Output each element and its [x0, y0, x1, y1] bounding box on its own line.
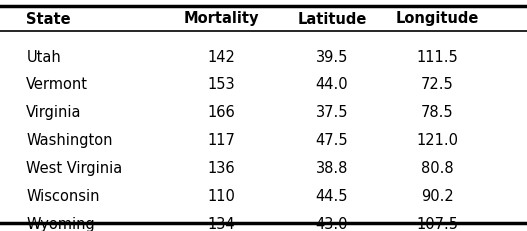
Text: 153: 153 [208, 77, 235, 92]
Text: 117: 117 [208, 133, 235, 148]
Text: 39.5: 39.5 [316, 49, 348, 64]
Text: 121.0: 121.0 [416, 133, 458, 148]
Text: 90.2: 90.2 [421, 189, 454, 204]
Text: Utah: Utah [26, 49, 61, 64]
Text: Mortality: Mortality [183, 12, 259, 26]
Text: State: State [26, 12, 71, 26]
Text: Wisconsin: Wisconsin [26, 189, 100, 204]
Text: 38.8: 38.8 [316, 161, 348, 176]
Text: Virginia: Virginia [26, 105, 82, 120]
Text: 47.5: 47.5 [316, 133, 348, 148]
Text: Longitude: Longitude [396, 12, 479, 26]
Text: 134: 134 [208, 217, 235, 231]
Text: 111.5: 111.5 [416, 49, 458, 64]
Text: 80.8: 80.8 [421, 161, 454, 176]
Text: West Virginia: West Virginia [26, 161, 123, 176]
Text: 110: 110 [208, 189, 235, 204]
Text: Vermont: Vermont [26, 77, 89, 92]
Text: Washington: Washington [26, 133, 113, 148]
Text: 107.5: 107.5 [416, 217, 458, 231]
Text: 136: 136 [208, 161, 235, 176]
Text: 142: 142 [208, 49, 235, 64]
Text: 44.5: 44.5 [316, 189, 348, 204]
Text: Wyoming: Wyoming [26, 217, 95, 231]
Text: Latitude: Latitude [297, 12, 367, 26]
Text: 43.0: 43.0 [316, 217, 348, 231]
Text: 78.5: 78.5 [421, 105, 454, 120]
Text: 37.5: 37.5 [316, 105, 348, 120]
Text: 166: 166 [208, 105, 235, 120]
Text: 44.0: 44.0 [316, 77, 348, 92]
Text: 72.5: 72.5 [421, 77, 454, 92]
